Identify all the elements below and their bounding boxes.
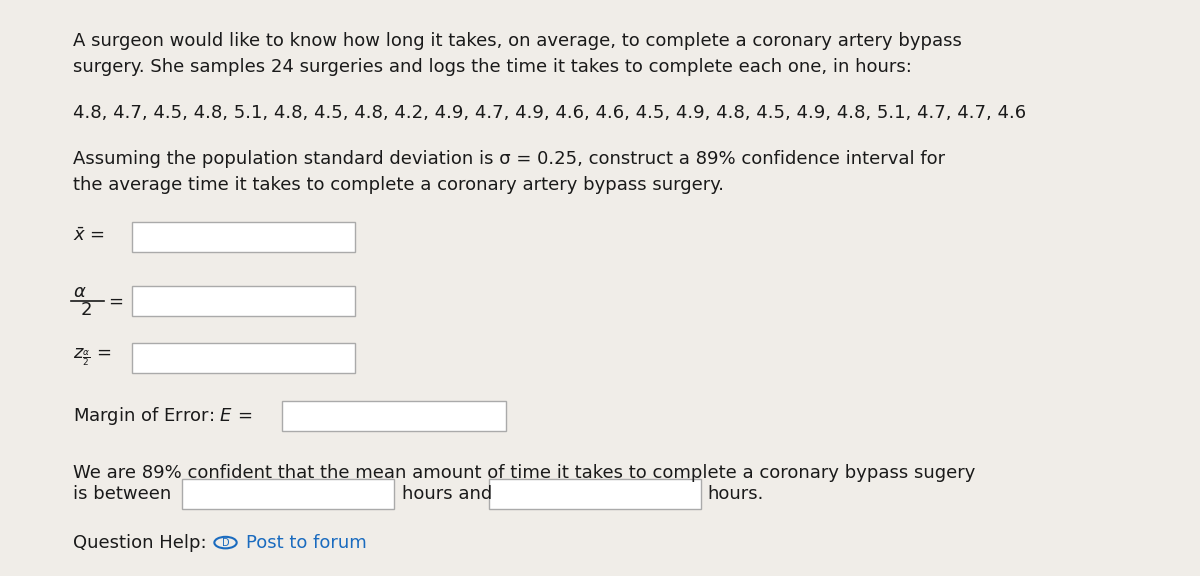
- Text: $\alpha$: $\alpha$: [72, 283, 86, 301]
- Text: =: =: [108, 292, 124, 310]
- Text: surgery. She samples 24 surgeries and logs the time it takes to complete each on: surgery. She samples 24 surgeries and lo…: [72, 58, 912, 75]
- Text: is between: is between: [72, 484, 170, 503]
- Text: D: D: [222, 537, 229, 548]
- Text: Margin of Error: $E$ =: Margin of Error: $E$ =: [72, 405, 252, 427]
- FancyBboxPatch shape: [182, 479, 394, 509]
- Text: hours.: hours.: [708, 484, 764, 503]
- Text: $\bar{x}$ =: $\bar{x}$ =: [72, 227, 104, 245]
- Text: hours and: hours and: [402, 484, 492, 503]
- FancyBboxPatch shape: [132, 286, 355, 316]
- FancyBboxPatch shape: [488, 479, 701, 509]
- Text: 4.8, 4.7, 4.5, 4.8, 5.1, 4.8, 4.5, 4.8, 4.2, 4.9, 4.7, 4.9, 4.6, 4.6, 4.5, 4.9, : 4.8, 4.7, 4.5, 4.8, 5.1, 4.8, 4.5, 4.8, …: [72, 104, 1026, 122]
- Text: the average time it takes to complete a coronary artery bypass surgery.: the average time it takes to complete a …: [72, 176, 724, 194]
- Text: We are 89% confident that the mean amount of time it takes to complete a coronar: We are 89% confident that the mean amoun…: [72, 464, 974, 482]
- Text: Question Help:: Question Help:: [72, 533, 206, 552]
- Text: $z_{\frac{\alpha}{2}}$ =: $z_{\frac{\alpha}{2}}$ =: [72, 346, 110, 368]
- FancyBboxPatch shape: [132, 222, 355, 252]
- Text: 2: 2: [80, 301, 92, 319]
- FancyBboxPatch shape: [282, 401, 505, 431]
- Text: Post to forum: Post to forum: [246, 533, 366, 552]
- Text: Assuming the population standard deviation is σ = 0.25, construct a 89% confiden: Assuming the population standard deviati…: [72, 150, 944, 168]
- Text: A surgeon would like to know how long it takes, on average, to complete a corona: A surgeon would like to know how long it…: [72, 32, 961, 50]
- FancyBboxPatch shape: [132, 343, 355, 373]
